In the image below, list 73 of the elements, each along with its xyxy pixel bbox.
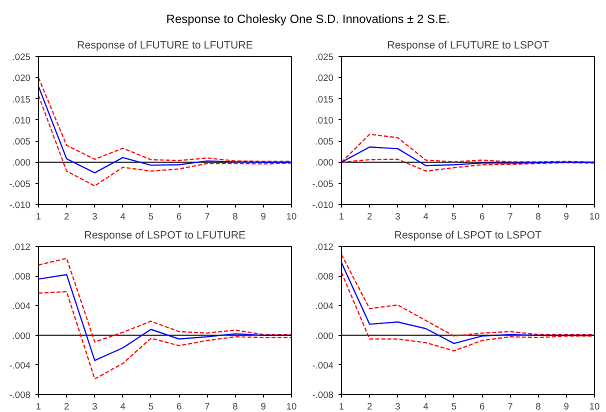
x-tick-label: 3 [92,402,98,412]
chart-title: Response of LFUTURE to LSPOT [387,40,550,52]
y-tick-label: -.004 [9,360,31,370]
x-tick-label: 5 [148,212,154,222]
y-tick-label: .005 [315,136,334,147]
x-tick-label: 5 [451,212,457,222]
chart-title: Response of LSPOT to LFUTURE [84,230,246,242]
y-tick-label: .025 [12,52,30,62]
y-tick-label: .015 [12,94,30,104]
x-tick-label: 8 [232,212,238,222]
x-tick-label: 7 [204,212,210,222]
x-tick-label: 5 [148,402,154,412]
x-tick-label: 8 [536,402,541,412]
x-tick-label: 4 [423,212,428,222]
chart-title: Response of LSPOT to LSPOT [394,230,542,242]
y-tick-label: .000 [315,158,334,168]
x-tick-label: 4 [120,402,126,412]
x-tick-label: 8 [232,402,238,412]
x-tick-label: 9 [564,402,569,412]
x-tick-label: 10 [589,212,600,222]
y-tick-label: .020 [12,73,30,84]
x-tick-label: 3 [395,402,400,412]
x-tick-label: 1 [36,212,42,222]
y-tick-label: .004 [12,301,30,312]
y-tick-label: -.005 [9,178,31,189]
x-tick-label: 6 [176,402,182,412]
x-tick-label: 10 [286,212,297,222]
x-tick-label: 9 [260,402,266,412]
x-tick-label: 7 [508,212,513,222]
x-tick-label: 2 [367,402,372,412]
x-tick-label: 1 [338,212,344,222]
x-tick-label: 2 [64,402,70,412]
y-tick-label: .008 [315,272,334,282]
y-tick-label: -.005 [312,178,334,189]
x-tick-label: 10 [589,402,600,412]
x-tick-label: 10 [286,402,297,412]
y-tick-label: .010 [12,115,30,126]
y-tick-label: -.010 [9,200,31,210]
y-tick-label: -.010 [312,200,334,210]
y-tick-label: -.004 [312,360,334,370]
x-tick-label: 2 [64,212,70,222]
y-tick-label: .010 [315,115,334,126]
y-tick-label: .000 [12,330,30,341]
y-tick-label: .008 [12,272,30,282]
y-tick-label: .012 [12,242,30,252]
x-tick-label: 4 [423,402,428,412]
y-tick-label: .005 [12,136,30,147]
x-tick-label: 7 [508,402,513,412]
x-tick-label: 9 [260,212,266,222]
chart-title: Response of LFUTURE to LFUTURE [77,40,253,52]
y-tick-label: .025 [315,52,334,62]
x-tick-label: 4 [120,212,126,222]
y-tick-label: .012 [315,242,334,252]
y-tick-label: -.008 [312,390,334,400]
y-tick-label: .015 [315,94,334,104]
x-tick-label: 6 [479,212,485,222]
y-tick-label: .020 [315,73,334,84]
y-tick-label: .000 [12,158,30,168]
x-tick-label: 6 [176,212,182,222]
y-tick-label: .000 [315,330,334,341]
x-tick-label: 3 [92,212,98,222]
text: Response to Cholesky One S.D. Innovations ± 2 S.E. [166,11,450,28]
x-tick-label: 5 [451,402,457,412]
x-tick-label: 9 [564,212,569,222]
x-tick-label: 1 [338,402,344,412]
x-tick-label: 1 [36,402,42,412]
y-tick-label: -.008 [9,390,31,400]
x-tick-label: 3 [395,212,400,222]
x-tick-label: 7 [204,402,210,412]
x-tick-label: 2 [367,212,372,222]
y-tick-label: .004 [315,301,334,312]
x-tick-label: 6 [479,402,485,412]
x-tick-label: 8 [536,212,541,222]
